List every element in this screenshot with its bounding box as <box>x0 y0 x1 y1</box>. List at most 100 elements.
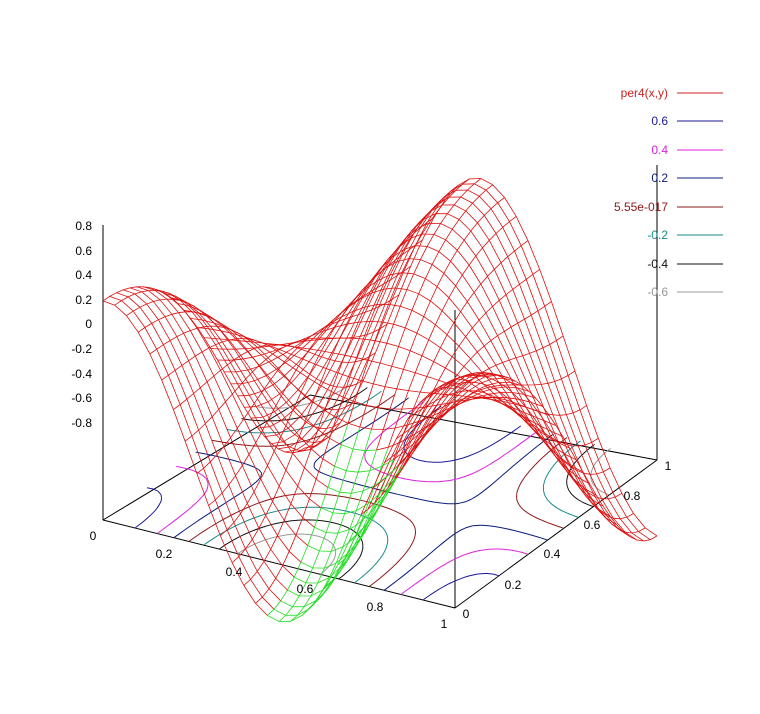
surface-mesh-line <box>190 318 543 410</box>
legend-label: 0.2 <box>651 171 668 185</box>
surface-underside-line <box>267 514 362 622</box>
surface-mesh-line <box>304 178 658 537</box>
legend-label: -0.6 <box>647 285 668 299</box>
surface-mesh-line <box>244 258 597 496</box>
legend-entry: per4(x,y) <box>621 86 723 100</box>
surface-mesh-line <box>224 303 577 461</box>
surface-mesh-line <box>394 372 489 479</box>
legend-entry: 0.2 <box>651 171 723 185</box>
x-tick-label: 0.2 <box>156 547 173 561</box>
surface-mesh-line <box>156 289 322 509</box>
z-tick-label: 0 <box>85 317 92 331</box>
surface-mesh-line <box>264 222 617 525</box>
surface-mesh-line <box>402 374 509 467</box>
surface-mesh-line <box>203 337 557 426</box>
surface-underside-line <box>287 495 382 597</box>
x-tick-label: 0.6 <box>297 582 314 596</box>
surface-mesh-line <box>217 320 570 449</box>
surface-mesh-line <box>230 287 584 473</box>
z-tick-label: 0.8 <box>75 219 92 233</box>
z-tick-label: -0.6 <box>71 391 92 405</box>
x-axis-line <box>102 519 456 609</box>
surface-underside-line <box>341 444 377 452</box>
surface-mesh-line <box>443 372 646 534</box>
surface-mesh-line <box>129 287 295 578</box>
legend-label: per4(x,y) <box>621 86 668 100</box>
surface-mesh-line <box>367 382 462 510</box>
x-tick-label: 0.4 <box>226 565 243 579</box>
surface-mesh-line <box>397 269 540 467</box>
x-tick-label: 0.8 <box>367 600 384 614</box>
surface-mesh-line <box>284 196 638 541</box>
legend-entry: 0.6 <box>651 114 723 128</box>
surface-mesh-line <box>387 373 482 488</box>
surface-mesh-line <box>137 311 341 429</box>
z-tick-label: 0.2 <box>75 293 92 307</box>
z-tick-label: 0.4 <box>75 268 92 282</box>
y-tick-label: 1 <box>665 459 672 473</box>
surface-mesh-line <box>291 189 644 542</box>
surface-mesh-line <box>374 378 469 504</box>
surface-mesh-line <box>393 382 523 461</box>
back-left-line <box>102 394 311 521</box>
surface-underside-line <box>334 459 394 473</box>
surface-underside-line <box>314 477 397 534</box>
surface-underside-line <box>273 509 369 616</box>
contour-line <box>156 401 539 595</box>
surface-mesh-line <box>123 289 288 591</box>
y-tick-label: 0.6 <box>584 518 601 532</box>
surface-mesh-line <box>184 323 388 442</box>
box-frame <box>102 165 658 609</box>
y-tick-label: 0.8 <box>624 489 641 503</box>
contour-line <box>188 394 568 587</box>
y-tick-label: 0.2 <box>505 578 522 592</box>
z-tick-labels: 0.8 0.6 0.4 0.2 0 -0.2 -0.4 -0.6 -0.8 <box>71 219 92 430</box>
surface-mesh-line <box>376 197 505 451</box>
surface-mesh <box>102 178 658 622</box>
surface-mesh-line <box>251 245 604 507</box>
legend-entry: -0.4 <box>647 257 723 271</box>
legend-label: -0.2 <box>647 228 668 242</box>
y-tick-label: 0.4 <box>544 547 561 561</box>
y-axis-line <box>454 459 658 609</box>
surface-mesh-line <box>143 286 308 546</box>
surface-mesh-line <box>237 272 590 485</box>
surface-underside-line <box>320 465 404 515</box>
surface-mesh-line <box>376 386 530 451</box>
z-tick-label: -0.8 <box>71 416 92 430</box>
legend-label: -0.4 <box>647 257 668 271</box>
surface-mesh-line <box>177 303 342 446</box>
surface-mesh-line <box>136 286 302 563</box>
surface-mesh-line <box>102 300 268 616</box>
z-tick-label: -0.4 <box>71 367 92 381</box>
surface-mesh-line <box>271 213 624 532</box>
legend-entry: 0.4 <box>651 143 723 157</box>
surface-mesh-line <box>278 204 631 538</box>
contour-line <box>173 397 554 591</box>
surface-mesh-line <box>210 337 563 437</box>
surface-underside-line <box>307 469 402 552</box>
surface-mesh-line <box>163 292 329 488</box>
legend-label: 5.55e-017 <box>614 200 668 214</box>
y-tick-label: 0 <box>463 607 470 621</box>
z-tick-label: 0.6 <box>75 244 92 258</box>
surface-underside-line <box>327 465 399 494</box>
legend-entry: -0.6 <box>647 285 723 299</box>
surface-mesh-line <box>387 216 517 448</box>
surface-mesh-line <box>183 309 536 430</box>
surface-mesh-line <box>257 233 611 517</box>
z-tick-label: -0.2 <box>71 342 92 356</box>
surface-mesh-line <box>109 296 275 610</box>
x-tick-label: 0 <box>90 529 97 543</box>
x-tick-label: 1 <box>441 617 448 631</box>
surface-mesh-line <box>116 292 281 602</box>
legend-label: 0.6 <box>651 114 668 128</box>
surface-underside-line <box>294 487 389 584</box>
surface-mesh-line <box>298 183 651 541</box>
surface-mesh-line <box>170 297 335 467</box>
x-tick-labels: 0 0.2 0.4 0.6 0.8 1 <box>90 529 448 631</box>
surface-mesh-line <box>372 370 576 489</box>
y-tick-labels: 0 0.2 0.4 0.6 0.8 1 <box>463 459 672 621</box>
legend-entry: -0.2 <box>647 228 723 242</box>
